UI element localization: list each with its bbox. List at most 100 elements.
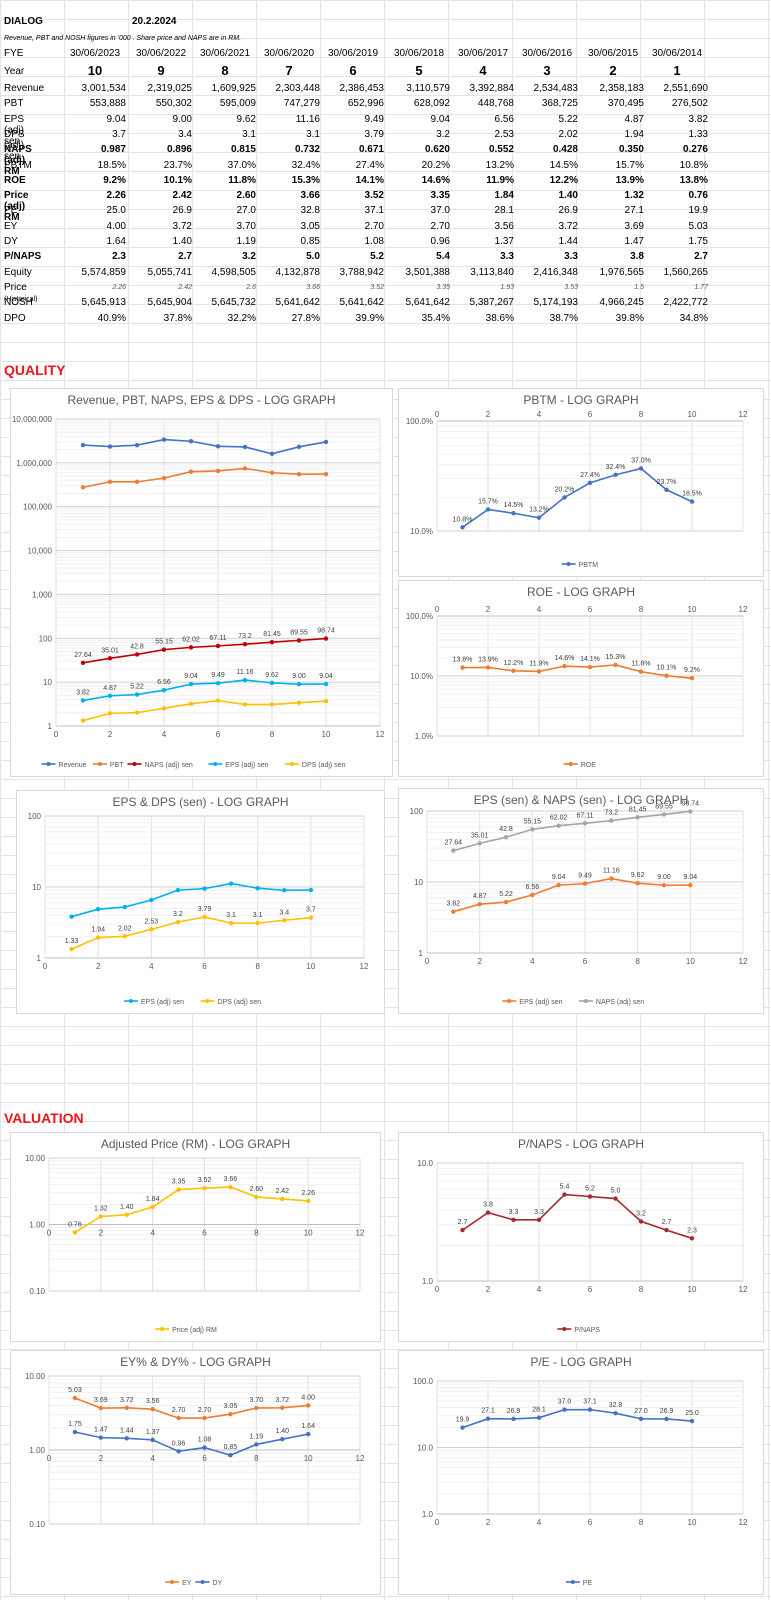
table-cell[interactable]: 1.19 — [236, 236, 256, 247]
table-cell[interactable]: 9.04 — [106, 113, 126, 125]
table-cell[interactable]: 5.0 — [306, 251, 320, 263]
row-label[interactable]: DPS (adj) sen — [4, 128, 25, 162]
table-cell[interactable]: 3.56 — [494, 220, 514, 232]
table-cell[interactable]: 4,598,505 — [211, 266, 257, 278]
chart-adjusted-price[interactable]: Adjusted Price (RM) - LOG GRAPH 0.10 1.00 1… — [10, 1132, 381, 1342]
table-cell[interactable]: 448,768 — [477, 98, 514, 110]
table-cell[interactable]: 9.49 — [364, 113, 384, 125]
table-cell[interactable]: 2,319,025 — [147, 83, 193, 94]
table-cell[interactable]: 5,641,642 — [405, 297, 451, 309]
table-cell[interactable]: 1.44 — [558, 236, 578, 247]
table-cell[interactable]: 3.53 — [564, 283, 578, 291]
table-cell[interactable]: 27.1 — [624, 205, 644, 217]
table-cell[interactable]: 553,888 — [89, 98, 126, 110]
table-cell[interactable]: 5 — [415, 63, 423, 78]
table-cell[interactable]: 15.7% — [615, 159, 644, 171]
table-cell[interactable]: 2,303,448 — [275, 83, 321, 94]
table-cell[interactable]: 3.3 — [564, 251, 578, 263]
table-cell[interactable]: 35.4% — [421, 312, 450, 324]
fye-header-6[interactable]: 30/06/2017 — [457, 48, 509, 59]
table-cell[interactable]: 2,416,348 — [533, 266, 579, 278]
chart-ey-dy[interactable]: EY% & DY% - LOG GRAPH 0.10 1.00 10.00 0 2 4 6 8 1… — [10, 1350, 381, 1595]
table-cell[interactable]: 3,501,388 — [405, 266, 451, 278]
table-cell[interactable]: 2.70 — [364, 220, 384, 232]
table-cell[interactable]: 5.4 — [436, 251, 450, 263]
table-cell[interactable]: 1,976,565 — [599, 266, 645, 278]
table-cell[interactable]: 747,279 — [283, 98, 320, 110]
row-label[interactable]: Price (Historical) — [4, 281, 38, 303]
table-cell[interactable]: 7 — [285, 63, 293, 78]
table-cell[interactable]: 37.8% — [163, 312, 192, 324]
table-cell[interactable]: 14.5% — [549, 159, 578, 171]
table-cell[interactable]: 11.8% — [228, 174, 256, 186]
table-cell[interactable]: 6.56 — [494, 113, 514, 125]
table-cell[interactable]: 5,387,267 — [469, 297, 515, 309]
table-cell[interactable]: 3.2 — [436, 128, 450, 140]
chart-eps-dps[interactable]: EPS & DPS (sen) - LOG GRAPH 1 10 100 0 2 4 6 8 10… — [16, 790, 385, 1014]
table-cell[interactable]: 3.82 — [688, 113, 708, 125]
table-cell[interactable]: 23.7% — [163, 159, 192, 171]
row-label[interactable]: ROE — [4, 174, 26, 186]
table-cell[interactable]: 8 — [221, 63, 229, 78]
table-cell[interactable]: 32.4% — [291, 159, 320, 171]
table-cell[interactable]: 2.3 — [112, 251, 126, 263]
table-cell[interactable]: 1.93 — [500, 283, 514, 291]
table-cell[interactable]: 1.08 — [364, 236, 384, 247]
table-cell[interactable]: 14.6% — [421, 174, 450, 186]
table-cell[interactable]: 3 — [543, 63, 551, 78]
table-cell[interactable]: 3,001,534 — [81, 83, 127, 94]
table-cell[interactable]: 5,645,913 — [81, 297, 127, 309]
table-cell[interactable]: 3.69 — [624, 220, 644, 232]
fye-label[interactable]: FYE — [4, 48, 24, 59]
fye-header-3[interactable]: 30/06/2020 — [263, 48, 315, 59]
table-cell[interactable]: 38.6% — [485, 312, 514, 324]
table-cell[interactable]: 27.8% — [291, 312, 320, 324]
table-cell[interactable]: 1,560,265 — [663, 266, 709, 278]
table-cell[interactable]: 3.8 — [630, 251, 644, 263]
row-label[interactable]: PE — [4, 205, 18, 217]
table-cell[interactable]: 4 — [479, 63, 487, 78]
table-cell[interactable]: 5.22 — [558, 113, 578, 125]
table-cell[interactable]: 20.2% — [421, 159, 450, 171]
table-cell[interactable]: 27.4% — [355, 159, 384, 171]
chart-pe[interactable]: P/E - LOG GRAPH 1.0 10.0 100.0 0 2 4 6 8 10 12 19.9… — [398, 1350, 764, 1595]
table-cell[interactable]: 5,641,642 — [339, 297, 385, 309]
table-cell[interactable]: 5,645,732 — [211, 297, 257, 309]
row-label[interactable]: DY — [4, 236, 18, 247]
table-cell[interactable]: 12.2% — [549, 174, 578, 186]
chart-eps-naps[interactable]: EPS (sen) & NAPS (sen) - LOG GRAPH 1 10 100… — [398, 788, 764, 1014]
table-cell[interactable]: 1.33 — [688, 128, 708, 140]
table-cell[interactable]: 26.9 — [558, 205, 578, 217]
table-cell[interactable]: 37.0 — [430, 205, 450, 217]
row-label[interactable]: EPS (adj) sen — [4, 113, 25, 147]
table-cell[interactable]: 3.4 — [178, 128, 192, 140]
table-cell[interactable]: 6 — [349, 63, 357, 78]
row-label[interactable]: Year — [4, 66, 25, 77]
chart-pnaps[interactable]: P/NAPS - LOG GRAPH 1.0 10.0 0 2 4 6 8 10 12 2.7 3.8… — [398, 1132, 764, 1342]
table-cell[interactable]: 2.42 — [178, 283, 192, 291]
table-cell[interactable]: 3.05 — [300, 220, 320, 232]
table-cell[interactable]: 0.896 — [166, 144, 192, 156]
table-cell[interactable]: 10.8% — [679, 159, 708, 171]
row-label[interactable]: P/NAPS — [4, 251, 42, 263]
table-cell[interactable]: 3,113,840 — [470, 266, 514, 278]
fye-header-5[interactable]: 30/06/2018 — [393, 48, 445, 59]
table-cell[interactable]: 0.96 — [430, 236, 450, 247]
table-cell[interactable]: 0.620 — [424, 144, 450, 156]
table-cell[interactable]: 14.1% — [355, 174, 384, 186]
table-cell[interactable]: 28.1 — [494, 205, 514, 217]
table-cell[interactable]: 3.1 — [242, 128, 256, 140]
table-cell[interactable]: 595,009 — [219, 98, 256, 110]
table-cell[interactable]: 39.9% — [355, 312, 384, 324]
table-cell[interactable]: 1.40 — [558, 190, 578, 202]
table-cell[interactable]: 0.350 — [618, 144, 644, 156]
table-cell[interactable]: 5.2 — [370, 251, 384, 263]
table-cell[interactable]: 1.40 — [172, 236, 192, 247]
row-label[interactable]: EY — [4, 220, 18, 232]
units-note[interactable]: Revenue, PBT and NOSH figures in '000 . … — [4, 35, 242, 42]
fye-header-2[interactable]: 30/06/2021 — [199, 48, 251, 59]
table-cell[interactable]: 0.276 — [682, 144, 708, 156]
table-cell[interactable]: 5,055,741 — [147, 266, 193, 278]
table-cell[interactable]: 1.77 — [694, 283, 708, 291]
table-cell[interactable]: 18.5% — [97, 159, 126, 171]
